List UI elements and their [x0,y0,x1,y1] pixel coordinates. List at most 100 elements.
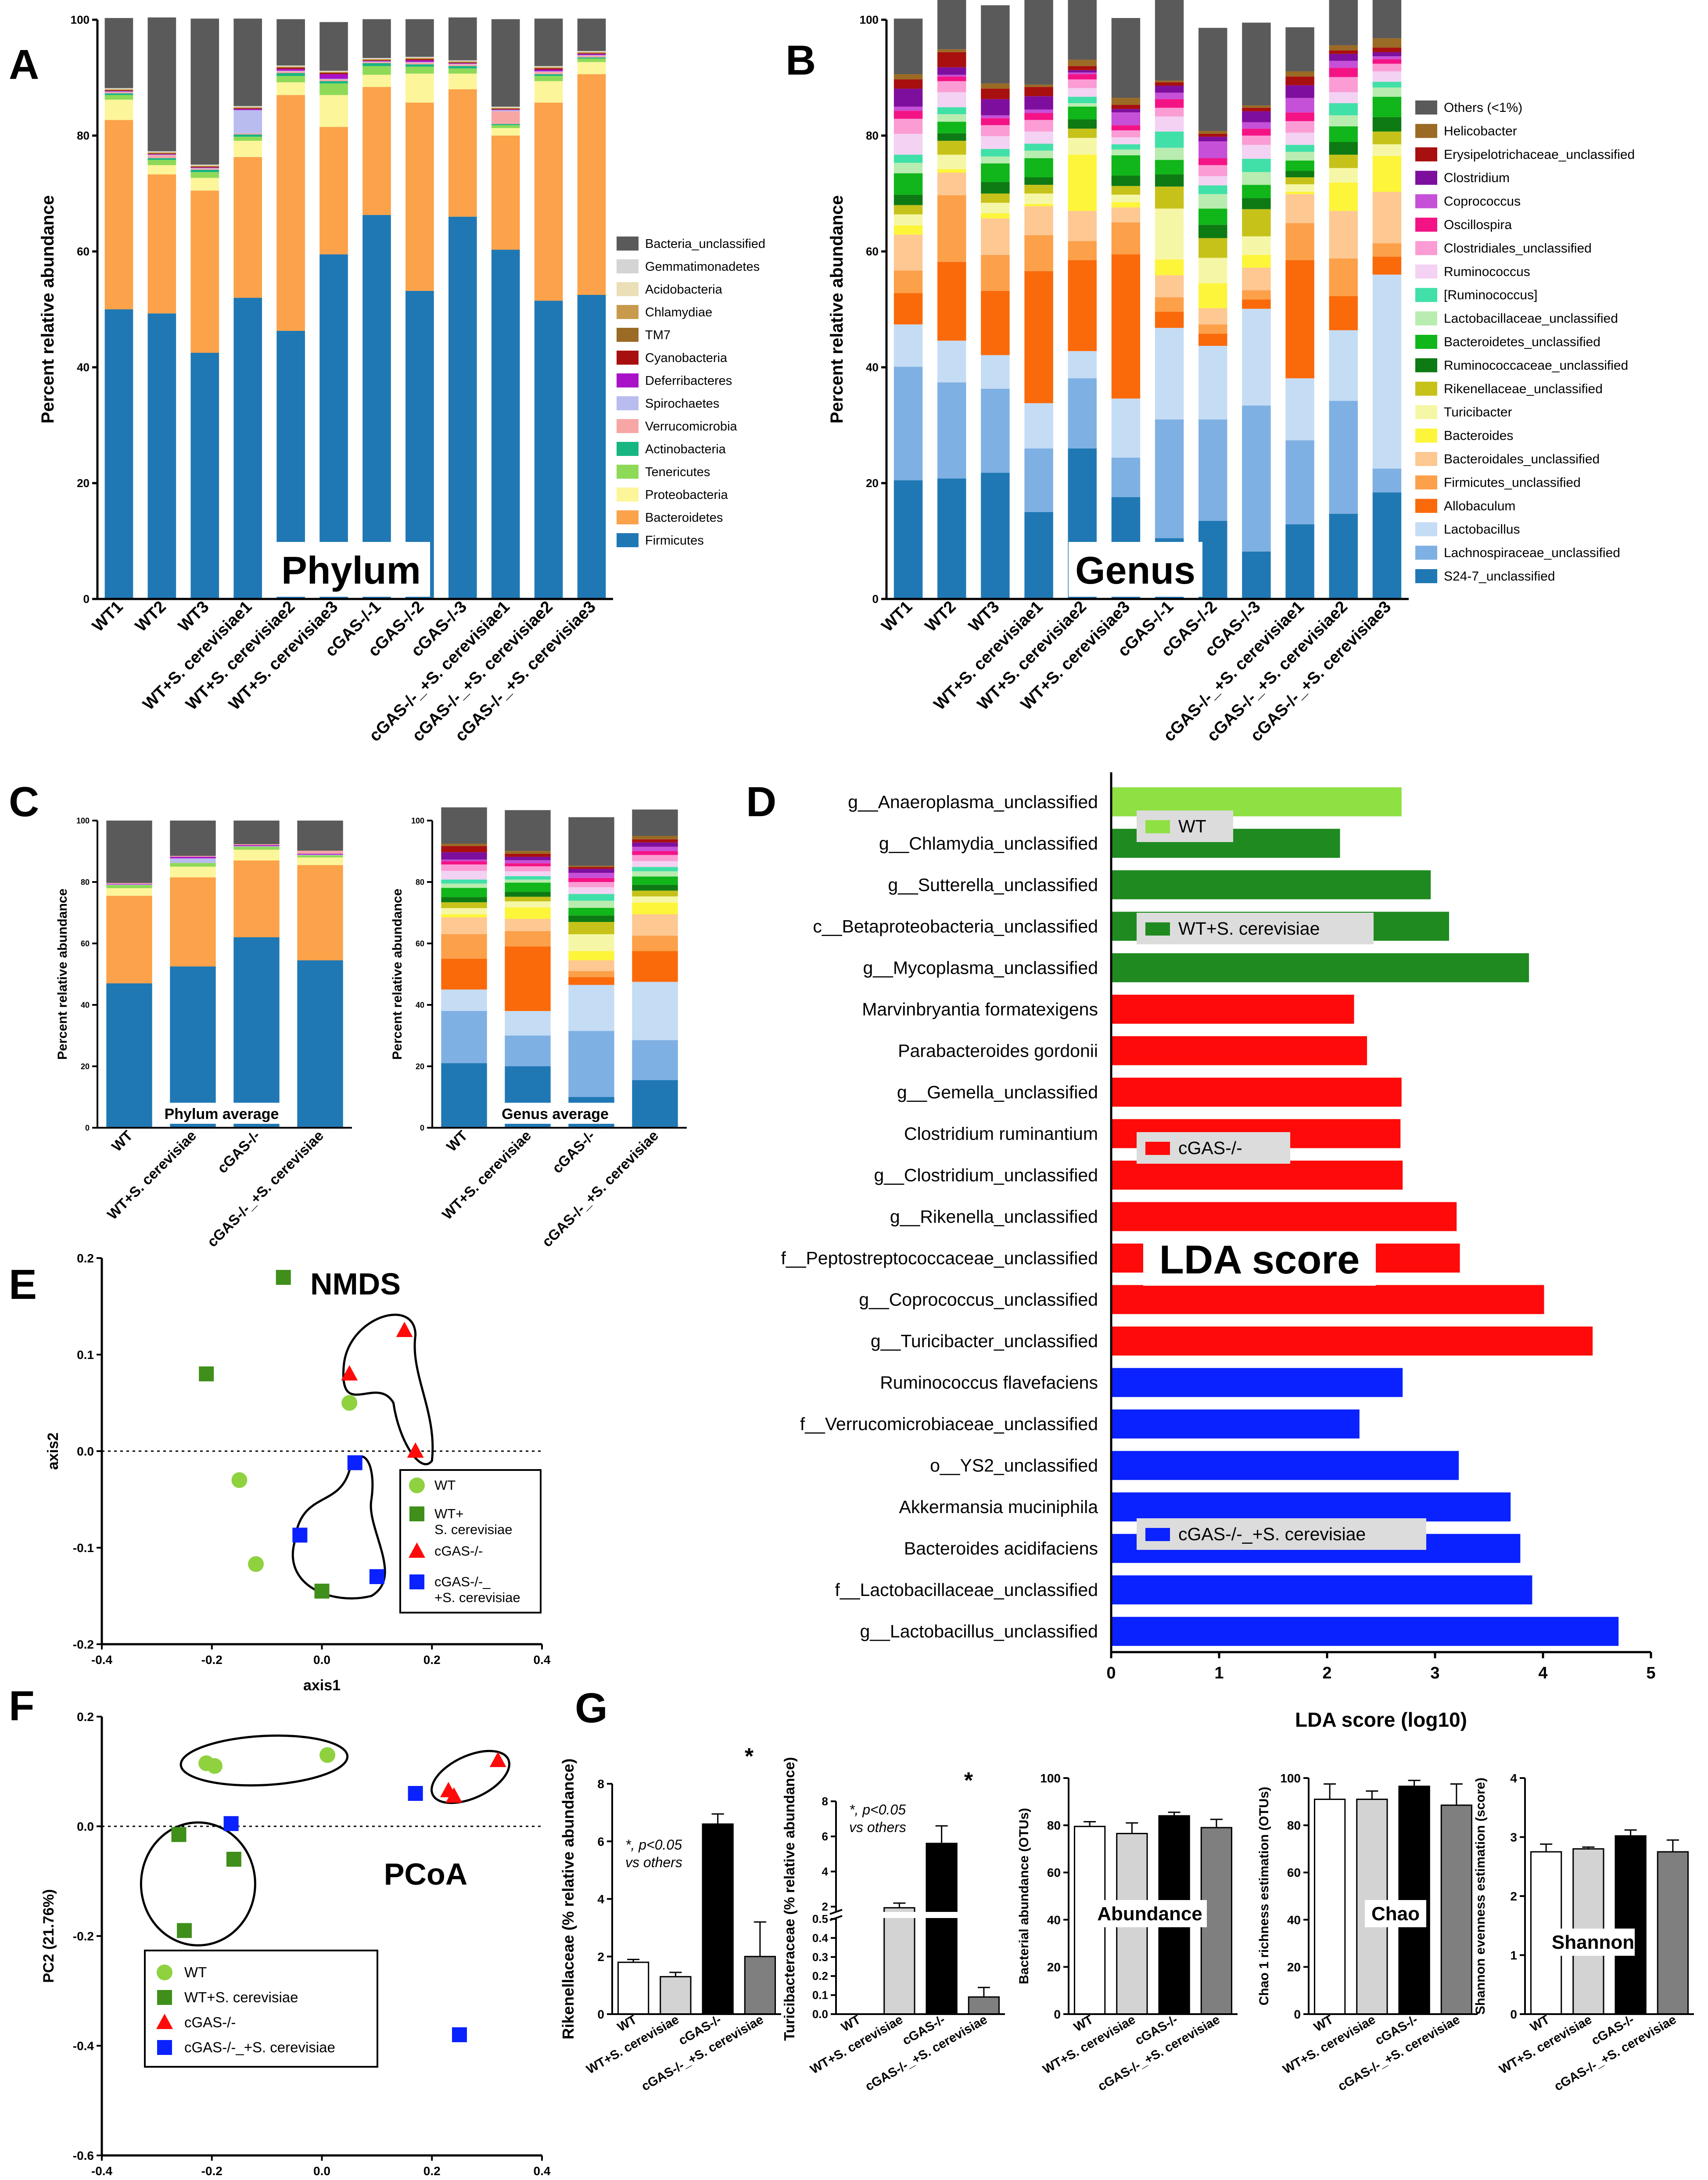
bar-segment-bacteroidetes-unclassified [1242,185,1271,198]
point-cgas [489,1752,506,1767]
panel-F: F -0.4-0.20.00.20.4-0.6-0.4-0.20.00.2PC1… [9,1682,551,2178]
group-legend-swatch [1145,820,1170,833]
y-axis-label: Percent relative abundance [390,889,405,1060]
bar-segment-lachnospiraceae-unclassified [1372,469,1402,493]
bar-segment-tenericutes [491,125,520,128]
bar-segment-chlamydiae [147,152,176,153]
bar-segment-others-1- [1372,0,1402,39]
lda-category-label: g__Coprococcus_unclassified [859,1290,1098,1310]
bar-segment-firmicutes-unclassified [1155,297,1184,312]
bar-segment-proteobacteria [104,100,133,120]
x-tick-label: 0.2 [423,1653,441,1667]
bar-segment-bacteroides [1329,182,1358,211]
lda-category-label: g__Lactobacillus_unclassified [860,1621,1098,1642]
legend-label: Actinobacteria [645,442,726,456]
bar-segment-tm7 [190,166,219,167]
x-tick-label: 0 [1106,1664,1116,1682]
legend-swatch-ruminococcus [1415,264,1437,279]
legend-swatch-firmicutes-unclassified [1415,475,1437,490]
bar-segment-bacteroidales-unclassified [1068,211,1097,241]
legend-swatch-spirochaetes [617,396,639,410]
bar-segment-allobaculum [1198,333,1227,346]
y-tick-label: 60 [81,939,90,948]
lda-bar [1111,1077,1402,1107]
bar-segment-verrucomicrobia [106,883,152,884]
legend-label: Ruminococcus [1444,265,1530,279]
lda-category-label: f__Peptostreptococcaceae_unclassified [781,1248,1098,1268]
bar-segment-bacteroidetes [233,861,280,937]
group-legend-label: cGAS-/-_+S. cerevisiae [1178,1524,1366,1544]
bar-segment-bacteroidetes [190,190,219,353]
bar-segment-lactobacillaceae-unclassified [1024,151,1053,158]
bar-segment-proteobacteria [147,165,176,175]
legend-label: WT [434,1477,456,1493]
bar-segment-lachnospiraceae-unclassified [1285,440,1314,524]
legend-label: Verrucomicrobia [645,420,737,434]
bar-segment--ruminococcus- [1372,82,1402,88]
group-legend-box [1137,913,1374,944]
bar-segment-tenericutes [233,136,262,141]
y-tick-label: 0.1 [77,1348,94,1362]
bar-segment-bacteroidetes-unclassified [1024,158,1053,178]
y-tick-label: 0 [1510,2008,1517,2021]
legend-label: Lactobacillus [1444,522,1520,537]
bar-segment-spirochaetes [491,110,520,111]
legend-label: Bacteroides [1444,429,1513,443]
bar-segment-verrucomicrobia [577,55,606,57]
point-cgas-sc [408,1786,423,1801]
lda-bar [1111,1036,1367,1065]
bar-segment-oscillospira [632,851,678,855]
bar-segment-oscillospira [893,111,923,119]
x-tick-label: cGAS-/- [214,1127,263,1176]
bar-segment-helicobacter [1155,80,1184,82]
bar-segment-actinobacteria [534,74,563,76]
genus-average-box [489,1103,621,1124]
legend-marker [157,2040,172,2055]
bar-wt [1313,1798,1346,2015]
lda-bar [1111,1285,1544,1314]
bar-segment-proteobacteria [276,82,305,95]
bar-segment-bacteroides [1198,283,1227,308]
lda-category-label: g__Turicibacter_unclassified [871,1331,1098,1351]
lda-bar [1111,1160,1403,1190]
bar-segment-deferribacteres [297,853,343,855]
bar-segment-turicibacter [1111,194,1141,202]
bar-segment-helicobacter [1242,105,1271,108]
bar-segment-others-1- [1024,0,1053,85]
lda-bar [1111,953,1529,982]
bar-segment-clostridiales-unclassified [893,118,923,134]
metric-label: Chao [1371,1903,1420,1925]
point-wt-sc [226,1852,241,1867]
bar-segment-lactobacillaceae-unclassified [1155,147,1184,160]
legend-label: WT+S. cerevisiae [184,1989,298,2005]
y-tick-label: 100 [860,13,879,26]
bar-segment-turicibacter [505,901,551,908]
y-tick-label: 80 [1287,1819,1301,1832]
bar-segment-clostridium [1285,85,1314,98]
bar-segment-deferribacteres [448,63,477,64]
bar-segment-firmicutes [362,215,391,599]
bar-segment-gemmatimonadetes [534,66,563,67]
bar-segment-tenericutes [276,76,305,82]
bar-segment-bacteroides [632,902,678,914]
y-axis-label: Bacterial abundance (OTUs) [1017,1808,1031,1984]
bar-segment-bacteroidales-unclassified [632,914,678,936]
phylum-average-box [154,1103,290,1124]
point-cgas-sc [369,1569,384,1584]
panel-label-g: G [575,1685,608,1732]
bar-segment-bacteroidales-unclassified [981,218,1010,255]
phylum-label: Phylum [281,549,421,592]
bar-segment-ruminococcus [1111,137,1141,144]
bar-segment-others-1- [1111,18,1141,98]
legend-label: Acidobacteria [645,283,723,297]
bar-segment-helicobacter [568,865,614,867]
bar-segment-ruminococcus [1372,71,1402,82]
bar-segment-firmicutes-unclassified [568,971,614,977]
bar-segment-tm7 [276,67,305,68]
bar-segment-allobaculum [893,293,923,325]
x-tick-label: cGAS-/- [549,1127,598,1176]
bar-segment-firmicutes-unclassified [1068,241,1097,260]
panel-label-b: B [786,37,816,84]
significance-note: *, p<0.05 [849,1802,906,1818]
bar-segment-oscillospira [1111,125,1141,131]
